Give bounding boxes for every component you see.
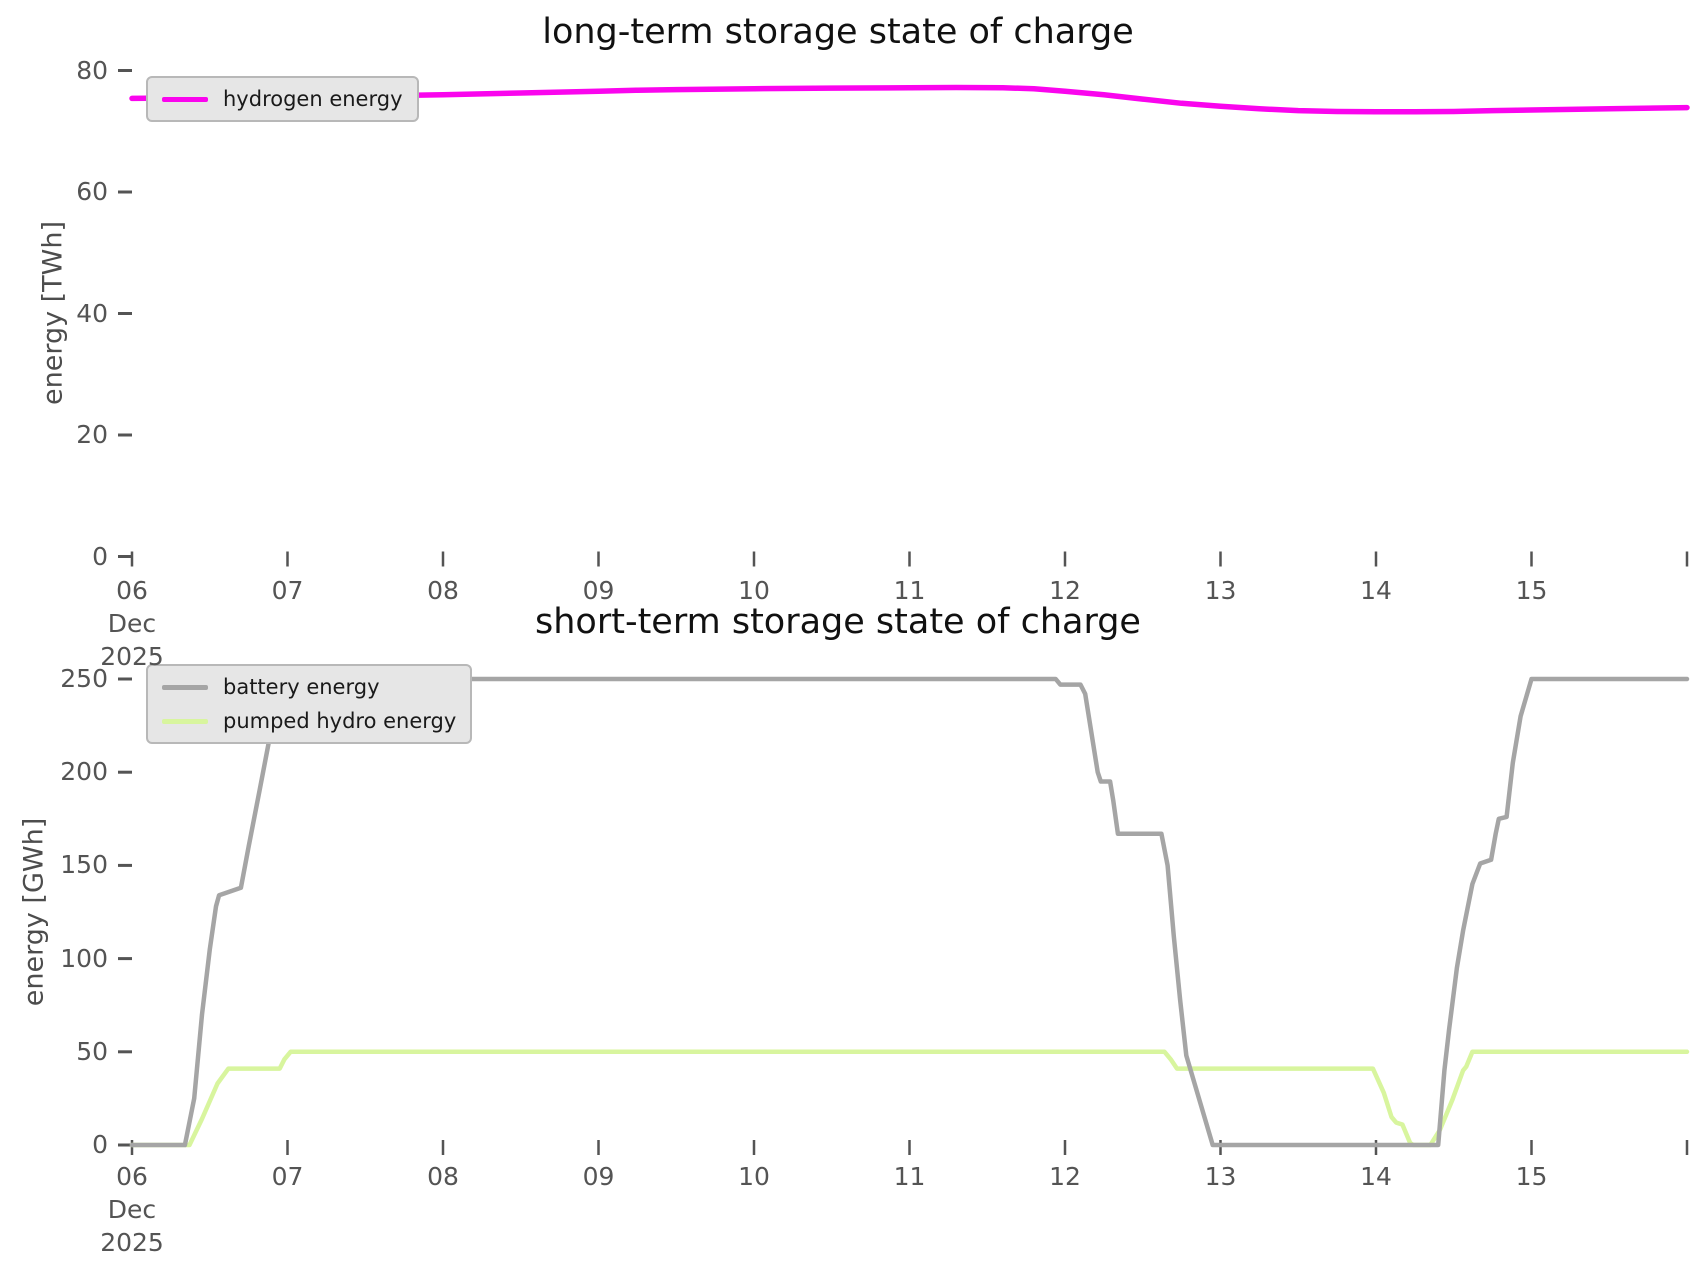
y-tick-label-50: 50: [76, 1036, 108, 1066]
y-tick-label-40: 40: [76, 298, 108, 328]
legend-label-pumped-hydro-energy: pumped hydro energy: [223, 709, 457, 733]
legend-entry-battery: battery energy: [162, 675, 456, 699]
x-tick-label-06: 06: [116, 576, 148, 605]
y-axis-label-gwh: energy [GWh]: [18, 817, 50, 1007]
x-tick-label-07: 07: [271, 1162, 304, 1191]
legend-long-term: hydrogen energy: [146, 76, 419, 122]
legend-label-hydrogen-energy: hydrogen energy: [223, 87, 403, 111]
hydrogen-energy-line-sample: [162, 96, 208, 102]
y-tick-label-0: 0: [92, 541, 108, 571]
y-tick-label-0: 0: [92, 1130, 108, 1159]
pumped-hydro-energy-line: [129, 1049, 1690, 1148]
x-tick-label-09: 09: [582, 1162, 615, 1191]
legend-short-term: battery energy pumped hydro energy: [146, 664, 473, 744]
y-tick-label-150: 150: [60, 850, 108, 880]
x-tick-label-11: 11: [893, 1162, 926, 1191]
x-tick-label-15: 15: [1515, 576, 1548, 605]
y-tick-label-60: 60: [76, 177, 108, 206]
x-tick-label-11: 11: [893, 576, 926, 605]
x-tick-sublabel-2025: 2025: [100, 642, 164, 671]
x-tick-label-10: 10: [738, 1162, 770, 1191]
y-tick-label-80: 80: [76, 55, 108, 85]
legend-label-battery-energy: battery energy: [223, 675, 380, 699]
chart-title-long-term: long-term storage state of charge: [542, 12, 1134, 52]
legend-entry-hydrogen: hydrogen energy: [162, 87, 403, 111]
x-tick-label-12: 12: [1049, 576, 1081, 605]
x-tick-label-09: 09: [582, 576, 615, 605]
pumped-hydro-energy-line-sample: [162, 718, 208, 724]
x-tick-label-08: 08: [427, 1162, 459, 1191]
y-tick-label-20: 20: [76, 420, 108, 449]
x-tick-label-14: 14: [1360, 576, 1392, 605]
x-tick-label-07: 07: [271, 576, 304, 605]
x-tick-label-15: 15: [1515, 1162, 1548, 1191]
x-tick-sublabel-Dec: Dec: [107, 1195, 157, 1224]
legend-entry-pumped-hydro: pumped hydro energy: [162, 709, 456, 733]
x-tick-label-06: 06: [116, 1162, 148, 1191]
x-tick-label-13: 13: [1204, 576, 1237, 605]
y-tick-label-100: 100: [60, 943, 108, 973]
y-tick-label-200: 200: [60, 757, 108, 787]
x-tick-label-14: 14: [1360, 1162, 1392, 1191]
chart-title-short-term: short-term storage state of charge: [535, 602, 1141, 642]
battery-energy-line-sample: [162, 684, 208, 690]
battery-energy-line: [129, 676, 1690, 1148]
x-tick-label-13: 13: [1204, 1162, 1237, 1191]
x-tick-sublabel-Dec: Dec: [107, 609, 157, 638]
y-tick-label-250: 250: [60, 664, 108, 693]
x-tick-sublabel-2025: 2025: [100, 1228, 164, 1257]
x-tick-label-08: 08: [427, 576, 459, 605]
x-tick-label-12: 12: [1049, 1162, 1081, 1191]
hydrogen-energy-line: [129, 84, 1690, 115]
x-tick-label-10: 10: [738, 576, 770, 605]
